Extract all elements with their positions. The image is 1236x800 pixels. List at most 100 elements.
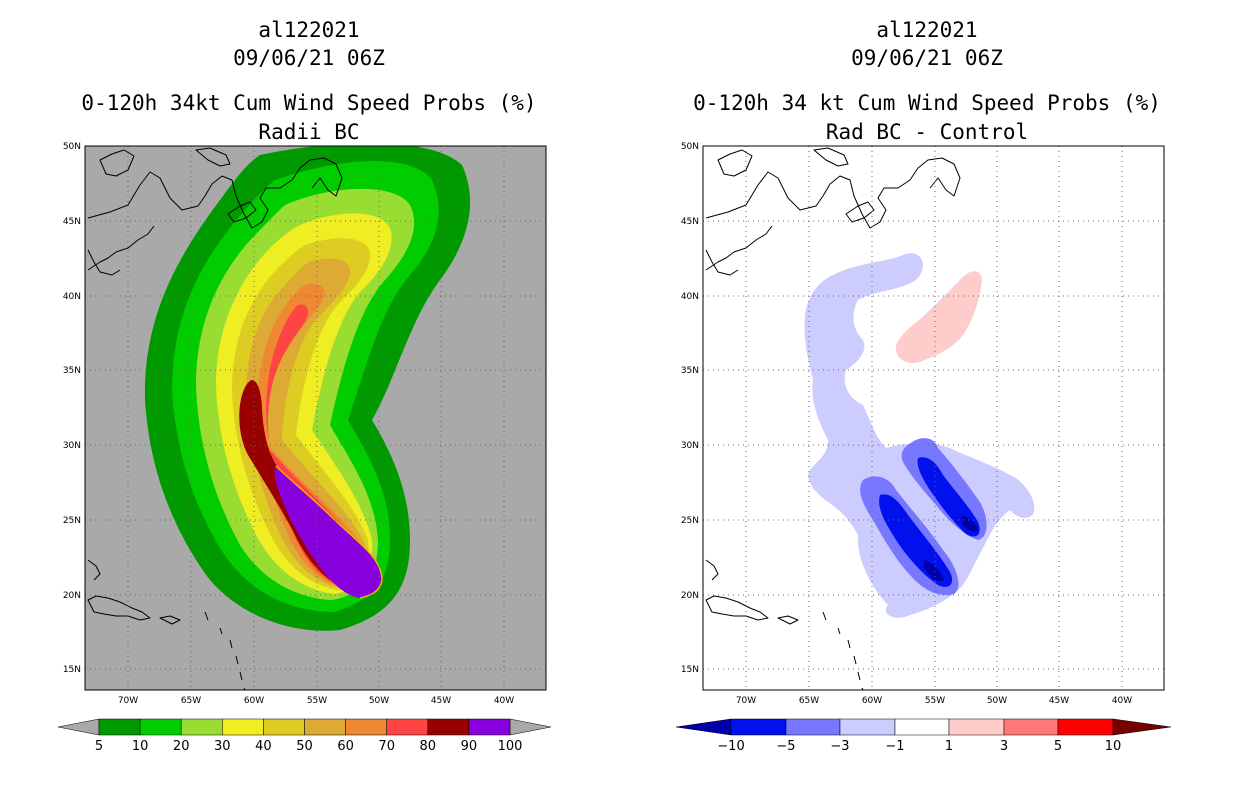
y-tick-label: 25N (681, 516, 699, 526)
colorbar-label: 100 (498, 739, 523, 754)
map-background (703, 146, 1164, 690)
x-axis: 70W 65W 60W 55W 50W 45W 40W (736, 696, 1132, 706)
colorbar-label: 3 (1000, 739, 1008, 754)
colorbar-label: 20 (173, 739, 190, 754)
colorbar-high-arrow (1112, 718, 1172, 736)
x-tick-label: 65W (181, 696, 201, 706)
left-panel: al122021 09/06/21 06Z 0-120h 34kt Cum Wi… (57, 18, 552, 754)
y-tick-label: 15N (681, 665, 699, 675)
chart-subtitle: Rad BC - Control (825, 120, 1029, 144)
colorbar-low-arrow (675, 718, 732, 736)
datetime: 09/06/21 06Z (851, 46, 1003, 70)
y-tick-label: 45N (63, 217, 81, 227)
colorbar-box (222, 718, 264, 736)
y-tick-label: 40N (63, 292, 81, 302)
colorbar-label: 5 (95, 739, 103, 754)
x-tick-label: 45W (1049, 696, 1069, 706)
y-tick-label: 20N (681, 591, 699, 601)
x-tick-label: 40W (494, 696, 514, 706)
colorbar-box (386, 718, 429, 736)
colorbar-box (785, 718, 841, 736)
diff-pink-region (895, 271, 982, 364)
colorbar-label: −1 (885, 739, 904, 754)
y-tick-label: 15N (63, 665, 81, 675)
colorbar-labels: 5 10 20 30 40 50 60 70 80 90 100 (95, 739, 523, 754)
contour-90 (274, 466, 382, 598)
colorbar-high-arrow (509, 718, 552, 736)
colorbar-boxes (98, 718, 511, 736)
colorbar-box (139, 718, 182, 736)
colorbar-label: 90 (461, 739, 478, 754)
colorbar-box (98, 718, 141, 736)
diff-darkblue-lower (879, 494, 953, 587)
x-axis: 70W 65W 60W 55W 50W 45W 40W (118, 696, 514, 706)
colorbar-boxes (675, 718, 1172, 736)
colorbar-label: 50 (296, 739, 313, 754)
storm-id: al122021 (258, 18, 360, 42)
chart-title: 0-120h 34kt Cum Wind Speed Probs (%) (81, 91, 537, 115)
x-tick-label: 50W (369, 696, 389, 706)
colorbar-box (468, 718, 511, 736)
chart-title: 0-120h 34 kt Cum Wind Speed Probs (%) (693, 91, 1161, 115)
y-tick-label: 30N (681, 441, 699, 451)
colorbar-label: −5 (776, 739, 795, 754)
coastline (87, 147, 343, 690)
diff-navy-upper (962, 516, 978, 532)
colorbar: 5 10 20 30 40 50 60 70 80 90 100 (57, 718, 552, 754)
colorbar-box (263, 718, 305, 736)
colorbar-box (304, 718, 346, 736)
colorbar-box (427, 718, 470, 736)
x-tick-label: 55W (307, 696, 327, 706)
colorbar-label: 40 (255, 739, 272, 754)
colorbar-box (730, 718, 787, 736)
x-tick-label: 55W (925, 696, 945, 706)
colorbar-label: −10 (717, 739, 744, 754)
colorbar-label: 1 (945, 739, 953, 754)
y-tick-label: 45N (681, 217, 699, 227)
colorbar-box (1003, 718, 1059, 736)
x-tick-label: 40W (1112, 696, 1132, 706)
y-axis: 50N 45N 40N 35N 30N 25N 20N 15N (63, 142, 81, 675)
diff-navy-lower (924, 560, 944, 582)
y-tick-label: 30N (63, 441, 81, 451)
colorbar-box (894, 718, 950, 736)
colorbar-label: 10 (132, 739, 149, 754)
colorbar-box (345, 718, 387, 736)
x-tick-label: 60W (244, 696, 264, 706)
colorbar-low-arrow (57, 718, 100, 736)
difference-map: 50N 45N 40N 35N 30N 25N 20N 15N 70W 65W … (675, 142, 1172, 754)
colorbar-box (180, 718, 223, 736)
probability-map: 50N 45N 40N 35N 30N 25N 20N 15N 70W 65W … (57, 142, 552, 754)
y-tick-label: 40N (681, 292, 699, 302)
map-frame (702, 145, 1165, 691)
gridlines (703, 146, 1164, 690)
x-tick-label: 50W (987, 696, 1007, 706)
y-tick-label: 20N (63, 591, 81, 601)
colorbar: −10 −5 −3 −1 1 3 5 10 (675, 718, 1172, 754)
colorbar-label: −3 (830, 739, 849, 754)
x-tick-label: 70W (736, 696, 756, 706)
storm-id: al122021 (876, 18, 978, 42)
colorbar-box (839, 718, 896, 736)
y-tick-label: 35N (63, 366, 81, 376)
y-tick-label: 50N (63, 142, 81, 152)
colorbar-label: 5 (1054, 739, 1062, 754)
y-tick-label: 35N (681, 366, 699, 376)
x-tick-label: 45W (431, 696, 451, 706)
colorbar-label: 80 (420, 739, 437, 754)
x-tick-label: 60W (862, 696, 882, 706)
right-panel: al122021 09/06/21 06Z 0-120h 34 kt Cum W… (618, 0, 1236, 800)
chart-subtitle: Radii BC (258, 120, 360, 144)
colorbar-label: 10 (1105, 739, 1122, 754)
colorbar-box (1057, 718, 1114, 736)
y-tick-label: 50N (681, 142, 699, 152)
colorbar-label: 30 (214, 739, 231, 754)
map-frame (84, 145, 547, 691)
colorbar-label: 70 (378, 739, 395, 754)
contour-100-edge (275, 465, 383, 599)
gridlines (85, 146, 546, 690)
y-tick-label: 25N (63, 516, 81, 526)
coastline (705, 147, 961, 690)
colorbar-box (948, 718, 1005, 736)
datetime: 09/06/21 06Z (233, 46, 385, 70)
